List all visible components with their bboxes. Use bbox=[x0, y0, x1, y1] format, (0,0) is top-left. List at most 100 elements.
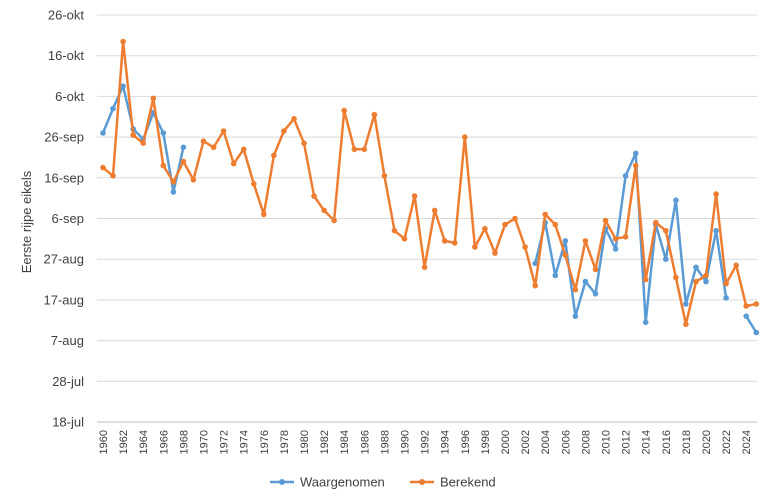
data-point bbox=[673, 274, 679, 281]
data-point bbox=[180, 144, 187, 151]
data-point bbox=[663, 227, 669, 234]
x-tick-label: 2006 bbox=[560, 430, 572, 454]
series-line bbox=[533, 152, 728, 324]
series-line bbox=[745, 315, 758, 334]
x-tick-label: 2000 bbox=[500, 430, 512, 454]
data-point bbox=[673, 197, 679, 203]
x-tick-label: 1968 bbox=[178, 430, 190, 454]
y-axis-title: Eerste rijpe eikels bbox=[19, 170, 34, 273]
data-point bbox=[100, 130, 106, 136]
data-point bbox=[632, 162, 639, 169]
gridlines bbox=[97, 14, 757, 382]
x-tick-label: 1972 bbox=[219, 430, 231, 454]
data-point bbox=[713, 191, 719, 197]
data-point bbox=[542, 211, 548, 218]
x-tick-label: 2014 bbox=[641, 430, 653, 454]
data-point bbox=[472, 244, 478, 250]
data-point bbox=[753, 329, 760, 336]
x-tick-label: 1990 bbox=[400, 430, 412, 454]
x-tick-label: 2018 bbox=[681, 430, 693, 454]
data-point bbox=[532, 282, 538, 289]
data-point bbox=[723, 295, 729, 301]
series-berekend bbox=[100, 38, 760, 328]
data-point bbox=[743, 313, 749, 320]
data-point bbox=[522, 244, 528, 250]
legend-swatch-marker bbox=[419, 479, 425, 485]
data-point bbox=[140, 140, 146, 146]
data-point bbox=[160, 162, 167, 169]
data-point bbox=[642, 319, 649, 326]
x-tick-label: 2002 bbox=[520, 430, 532, 454]
data-point bbox=[753, 301, 760, 307]
x-tick-label: 2016 bbox=[661, 430, 673, 454]
x-tick-label: 1980 bbox=[299, 430, 311, 454]
y-tick-label: 17-aug bbox=[44, 292, 84, 307]
data-point bbox=[130, 132, 136, 138]
data-point bbox=[492, 250, 498, 256]
x-tick-label: 2020 bbox=[701, 430, 713, 454]
y-tick-label: 28-jul bbox=[52, 374, 84, 389]
data-point bbox=[532, 260, 538, 267]
data-point bbox=[361, 146, 368, 153]
series-waargenomen bbox=[100, 83, 760, 336]
legend-item: Berekend bbox=[410, 475, 496, 490]
data-point bbox=[190, 177, 197, 183]
data-point bbox=[552, 272, 559, 279]
data-point bbox=[693, 278, 699, 285]
data-point bbox=[482, 225, 488, 232]
x-tick-label: 1992 bbox=[420, 430, 432, 454]
data-point bbox=[693, 264, 699, 271]
data-point bbox=[160, 130, 167, 136]
data-point bbox=[743, 303, 749, 309]
x-tick-label: 1988 bbox=[379, 430, 391, 454]
y-tick-label: 18-jul bbox=[52, 415, 84, 430]
x-tick-label: 2004 bbox=[540, 430, 552, 454]
data-point bbox=[642, 276, 649, 283]
data-point bbox=[170, 189, 177, 195]
data-point bbox=[572, 286, 579, 293]
data-point bbox=[311, 193, 317, 199]
x-tick-label: 1962 bbox=[118, 430, 130, 454]
data-point bbox=[100, 164, 106, 171]
data-point bbox=[512, 215, 518, 222]
data-point bbox=[110, 173, 116, 179]
data-point bbox=[110, 105, 116, 112]
data-point bbox=[291, 116, 297, 122]
data-point bbox=[411, 193, 418, 199]
data-point bbox=[452, 240, 458, 246]
x-tick-label: 1996 bbox=[460, 430, 472, 454]
data-point bbox=[663, 256, 669, 263]
x-axis-tick-labels: 1960 1962 1964 1966 1968 1970 1972 1974 1976 1978… bbox=[98, 430, 753, 454]
data-point bbox=[371, 111, 378, 118]
data-point bbox=[281, 128, 287, 134]
x-tick-label: 1970 bbox=[199, 430, 211, 454]
data-point bbox=[251, 181, 257, 187]
legend-item: Waargenomen bbox=[270, 475, 385, 490]
data-point bbox=[572, 313, 579, 320]
data-point bbox=[602, 217, 609, 224]
data-point bbox=[683, 301, 689, 307]
data-point bbox=[592, 266, 599, 273]
data-point bbox=[230, 160, 237, 167]
data-point bbox=[421, 264, 428, 271]
data-point bbox=[632, 150, 639, 157]
x-tick-label: 2010 bbox=[601, 430, 613, 454]
data-point bbox=[331, 217, 337, 224]
y-tick-label: 7-aug bbox=[51, 333, 84, 348]
x-tick-label: 1978 bbox=[279, 430, 291, 454]
x-tick-label: 2008 bbox=[580, 430, 592, 454]
data-point bbox=[713, 227, 719, 234]
data-point bbox=[622, 234, 629, 240]
data-point bbox=[261, 211, 267, 218]
data-point bbox=[462, 134, 468, 140]
data-point bbox=[703, 278, 709, 285]
data-point bbox=[622, 173, 629, 179]
y-tick-label: 6-okt bbox=[55, 89, 84, 104]
legend-label: Berekend bbox=[440, 475, 496, 490]
data-point bbox=[582, 278, 589, 285]
data-point bbox=[150, 95, 157, 102]
y-tick-label: 16-sep bbox=[44, 170, 84, 185]
series-line bbox=[102, 40, 757, 326]
x-tick-label: 1984 bbox=[339, 430, 351, 454]
